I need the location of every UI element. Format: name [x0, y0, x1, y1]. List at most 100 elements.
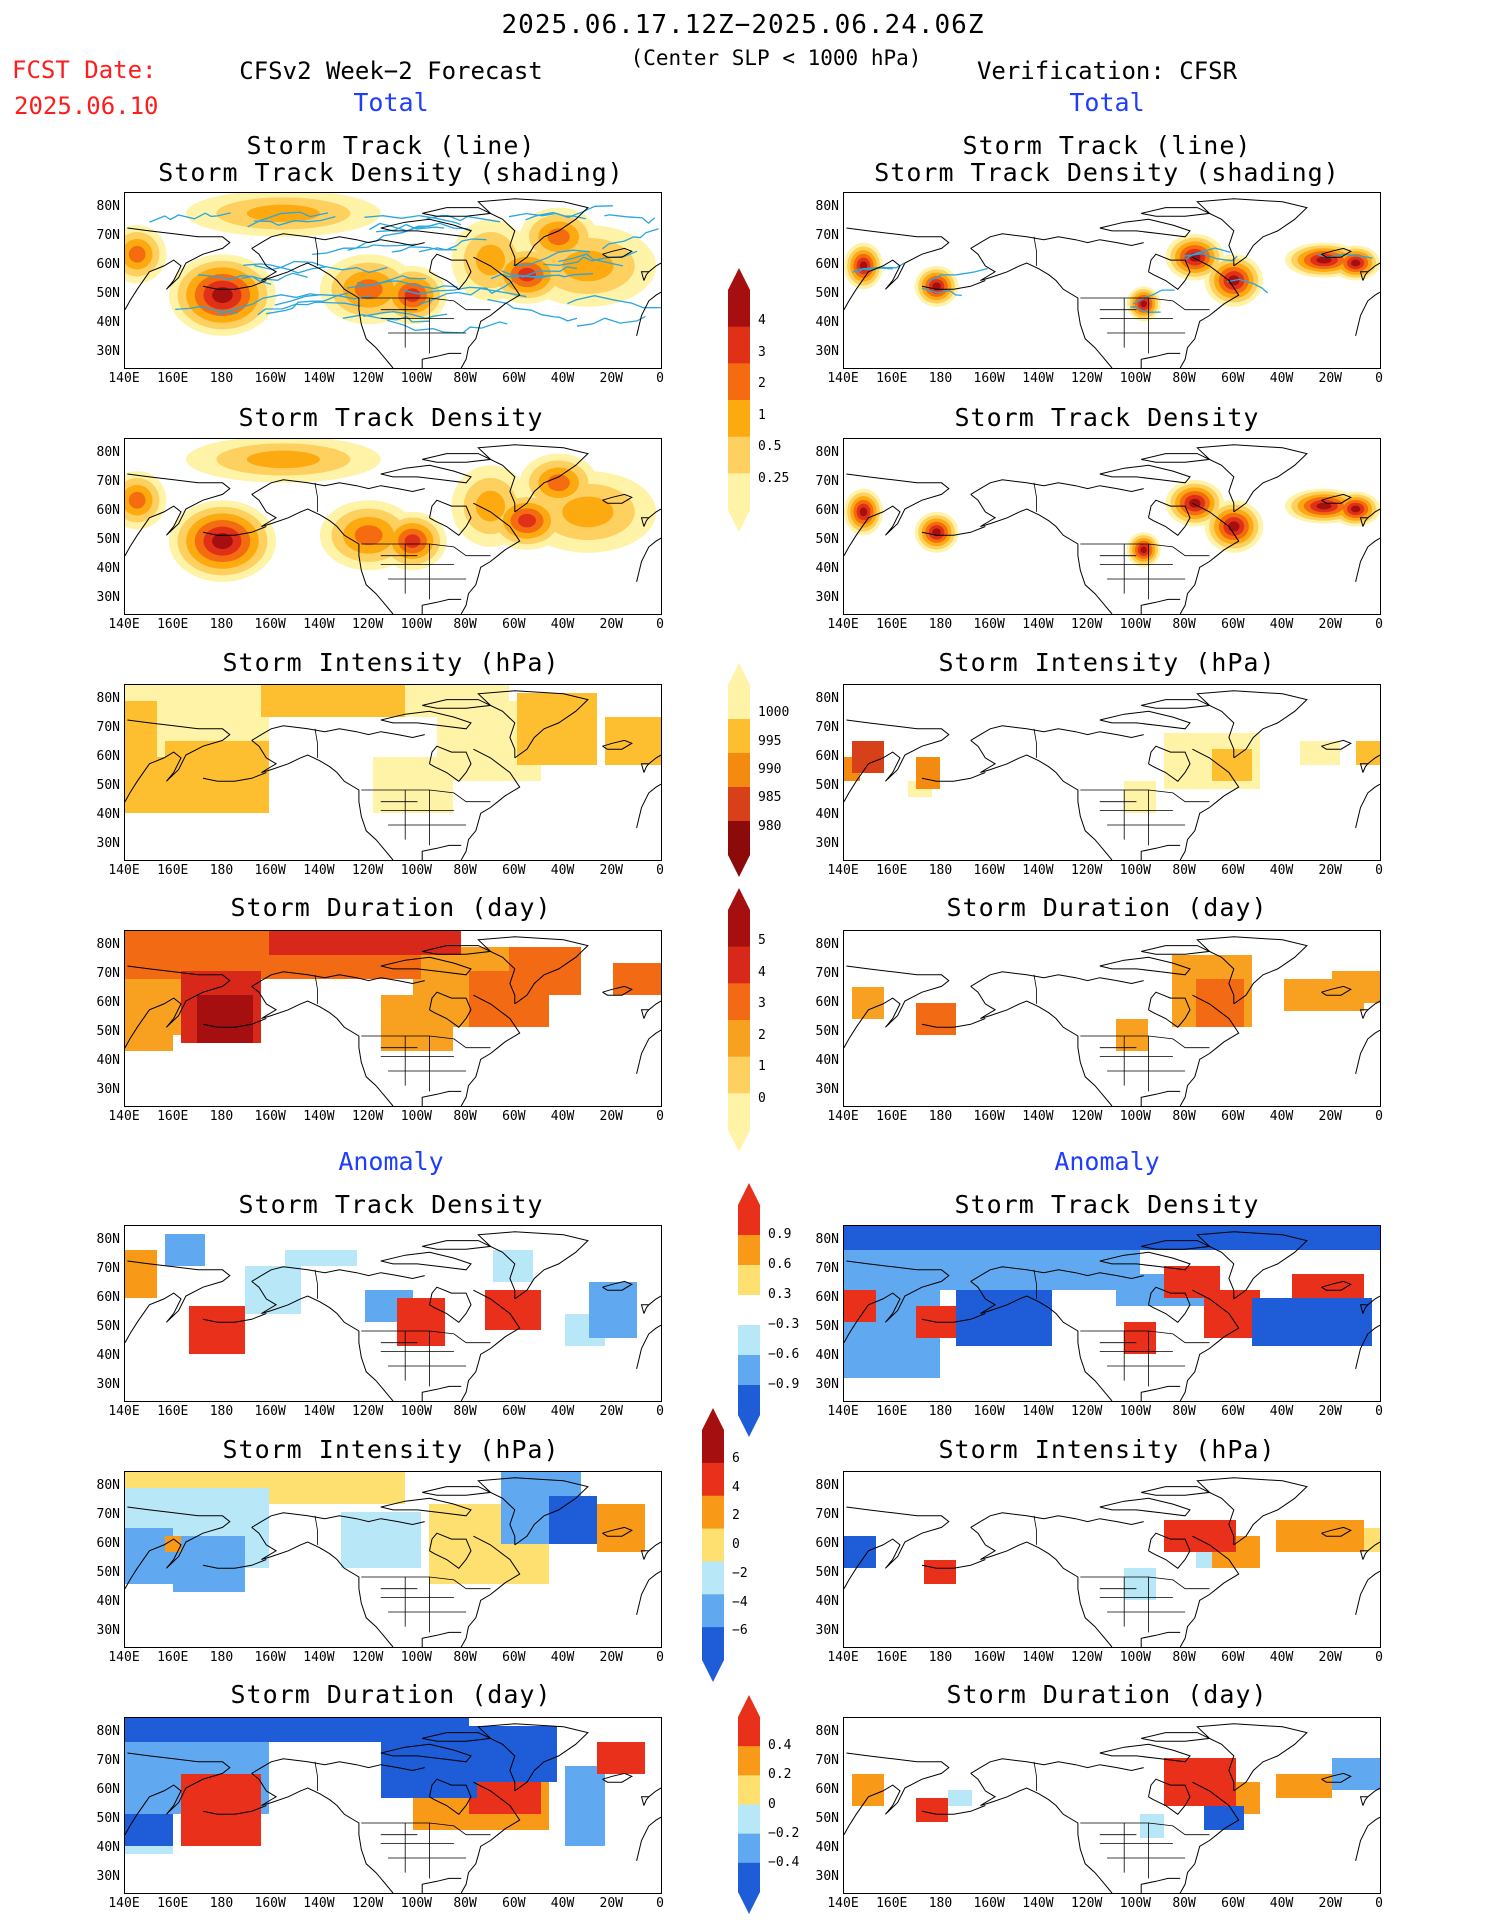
storm-track-line: [928, 267, 988, 282]
border-line: [314, 974, 318, 1004]
coastline: [636, 291, 661, 337]
storm-track-line: [567, 295, 661, 309]
coastline: [602, 247, 633, 258]
map-panel-r2-c1: [843, 684, 1381, 861]
left-track-shading-title: Storm Track Density (shading): [158, 158, 624, 187]
border-line: [1080, 789, 1210, 803]
colorbar-segment: [738, 1385, 760, 1416]
coastline: [460, 256, 521, 368]
shaded-region: [1350, 259, 1361, 267]
lat-tick-label: 50N: [96, 286, 120, 302]
coastline: [1141, 945, 1212, 955]
lat-tick-label: 60N: [96, 748, 120, 764]
lon-tick-label: 160W: [254, 1896, 286, 1911]
colorbar-segment: [738, 1265, 760, 1296]
shaded-region: [1124, 1322, 1156, 1354]
lon-tick-label: 120W: [1070, 617, 1103, 632]
coastline: [421, 844, 462, 860]
left-model-title: CFSv2 Week−2 Forecast: [239, 57, 543, 85]
shaded-region: [1228, 521, 1240, 532]
coastline: [648, 1000, 661, 1011]
coastline: [844, 1260, 950, 1343]
lon-tick-label: 180: [928, 1896, 953, 1911]
shaded-region: [212, 287, 233, 303]
lon-tick-label: 60W: [1221, 1650, 1245, 1665]
lon-tick-label: 120W: [351, 863, 384, 878]
border-line: [1080, 543, 1210, 557]
lat-tick-label: 50N: [96, 778, 120, 794]
storm-track-line: [490, 273, 553, 280]
border-line: [361, 1576, 491, 1590]
lat-tick-label: 30N: [96, 1869, 120, 1885]
coastline: [1140, 1385, 1181, 1401]
lon-tick-label: 40W: [550, 1896, 575, 1911]
shaded-region: [597, 1742, 645, 1774]
lon-tick-label: 140W: [1022, 863, 1054, 878]
shaded-region: [197, 995, 253, 1043]
colorbar-label: 0.4: [768, 1738, 792, 1754]
shaded-region: [509, 947, 581, 995]
coastline: [429, 991, 472, 1028]
storm-track-line: [253, 215, 336, 226]
shaded-region: [852, 741, 884, 773]
coastline: [460, 502, 521, 614]
lon-tick-label: 40W: [550, 1404, 575, 1419]
coastline: [477, 198, 589, 267]
storm-track-line: [921, 287, 962, 297]
coastline: [1359, 1550, 1369, 1560]
fcst-date-label: FCST Date:: [12, 56, 157, 84]
colorbar-label: 0.6: [768, 1257, 792, 1272]
coastline: [844, 1752, 950, 1835]
storm-track-line: [418, 238, 487, 253]
storm-track-line: [521, 266, 578, 279]
lat-tick-label: 80N: [815, 1477, 839, 1493]
colorbar-segment: [728, 910, 750, 948]
border-line: [1080, 297, 1210, 311]
storm-track-line: [386, 319, 508, 334]
right-anom-intensity-title: Storm Intensity (hPa): [938, 1435, 1276, 1464]
storm-track-line: [501, 270, 594, 278]
shaded-region: [485, 1290, 541, 1330]
shaded-region: [125, 757, 173, 813]
shaded-region: [1316, 502, 1332, 510]
lat-tick-label: 60N: [815, 502, 839, 518]
shaded-region: [1140, 546, 1147, 554]
coastline: [970, 233, 1144, 249]
colorbar-segment: [738, 1746, 760, 1776]
coastline: [1196, 1723, 1308, 1792]
storm-track-line: [856, 262, 905, 274]
border-line: [1033, 974, 1037, 1004]
lat-tick-label: 50N: [96, 1811, 120, 1827]
lat-tick-label: 60N: [96, 256, 120, 272]
lon-tick-label: 100W: [1119, 1109, 1152, 1124]
colorbar-label: −0.9: [768, 1377, 800, 1392]
lon-tick-label: 0: [1375, 863, 1383, 878]
lon-tick-label: 100W: [400, 1109, 433, 1124]
fcst-date-value: 2025.06.10: [14, 92, 159, 120]
border-line: [314, 1761, 318, 1791]
storm-track-line: [543, 250, 638, 267]
coastline: [1196, 1231, 1308, 1300]
lon-tick-label: 80W: [1172, 1109, 1196, 1124]
lon-tick-label: 160W: [973, 863, 1005, 878]
coastline: [1355, 1029, 1380, 1075]
lon-tick-label: 160W: [973, 371, 1005, 386]
right-density-title: Storm Track Density: [954, 403, 1260, 432]
lat-tick-label: 40N: [96, 1348, 120, 1364]
lon-tick-label: 140E: [108, 617, 140, 632]
colorbar-segment: [738, 1355, 760, 1386]
coastline: [640, 1796, 650, 1806]
lon-tick-label: 140W: [303, 863, 335, 878]
coastline: [1355, 537, 1380, 583]
shaded-region: [285, 1250, 357, 1266]
lon-tick-label: 120W: [351, 1109, 384, 1124]
lat-tick-label: 40N: [96, 561, 120, 577]
colorbar-arrow-bottom: [728, 855, 750, 877]
lon-tick-label: 120W: [351, 1404, 384, 1419]
coastline: [970, 1758, 1144, 1774]
shaded-region: [844, 1226, 1380, 1250]
lon-tick-label: 140W: [303, 617, 335, 632]
shaded-region: [589, 1282, 637, 1338]
shaded-region: [916, 1003, 956, 1035]
colorbar-label: 3: [758, 996, 766, 1012]
